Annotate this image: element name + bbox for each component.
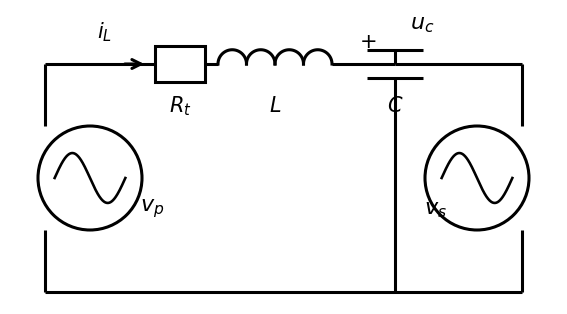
Text: $v_s$: $v_s$ — [424, 198, 446, 220]
Text: $v_p$: $v_p$ — [140, 198, 164, 220]
Text: $C$: $C$ — [387, 96, 403, 116]
Text: $u_c$: $u_c$ — [410, 13, 434, 35]
Text: $L$: $L$ — [269, 96, 281, 116]
Text: $i_L$: $i_L$ — [98, 20, 112, 44]
Bar — [155, 46, 205, 82]
Text: $R_t$: $R_t$ — [168, 94, 191, 118]
Text: $+$: $+$ — [359, 33, 376, 51]
